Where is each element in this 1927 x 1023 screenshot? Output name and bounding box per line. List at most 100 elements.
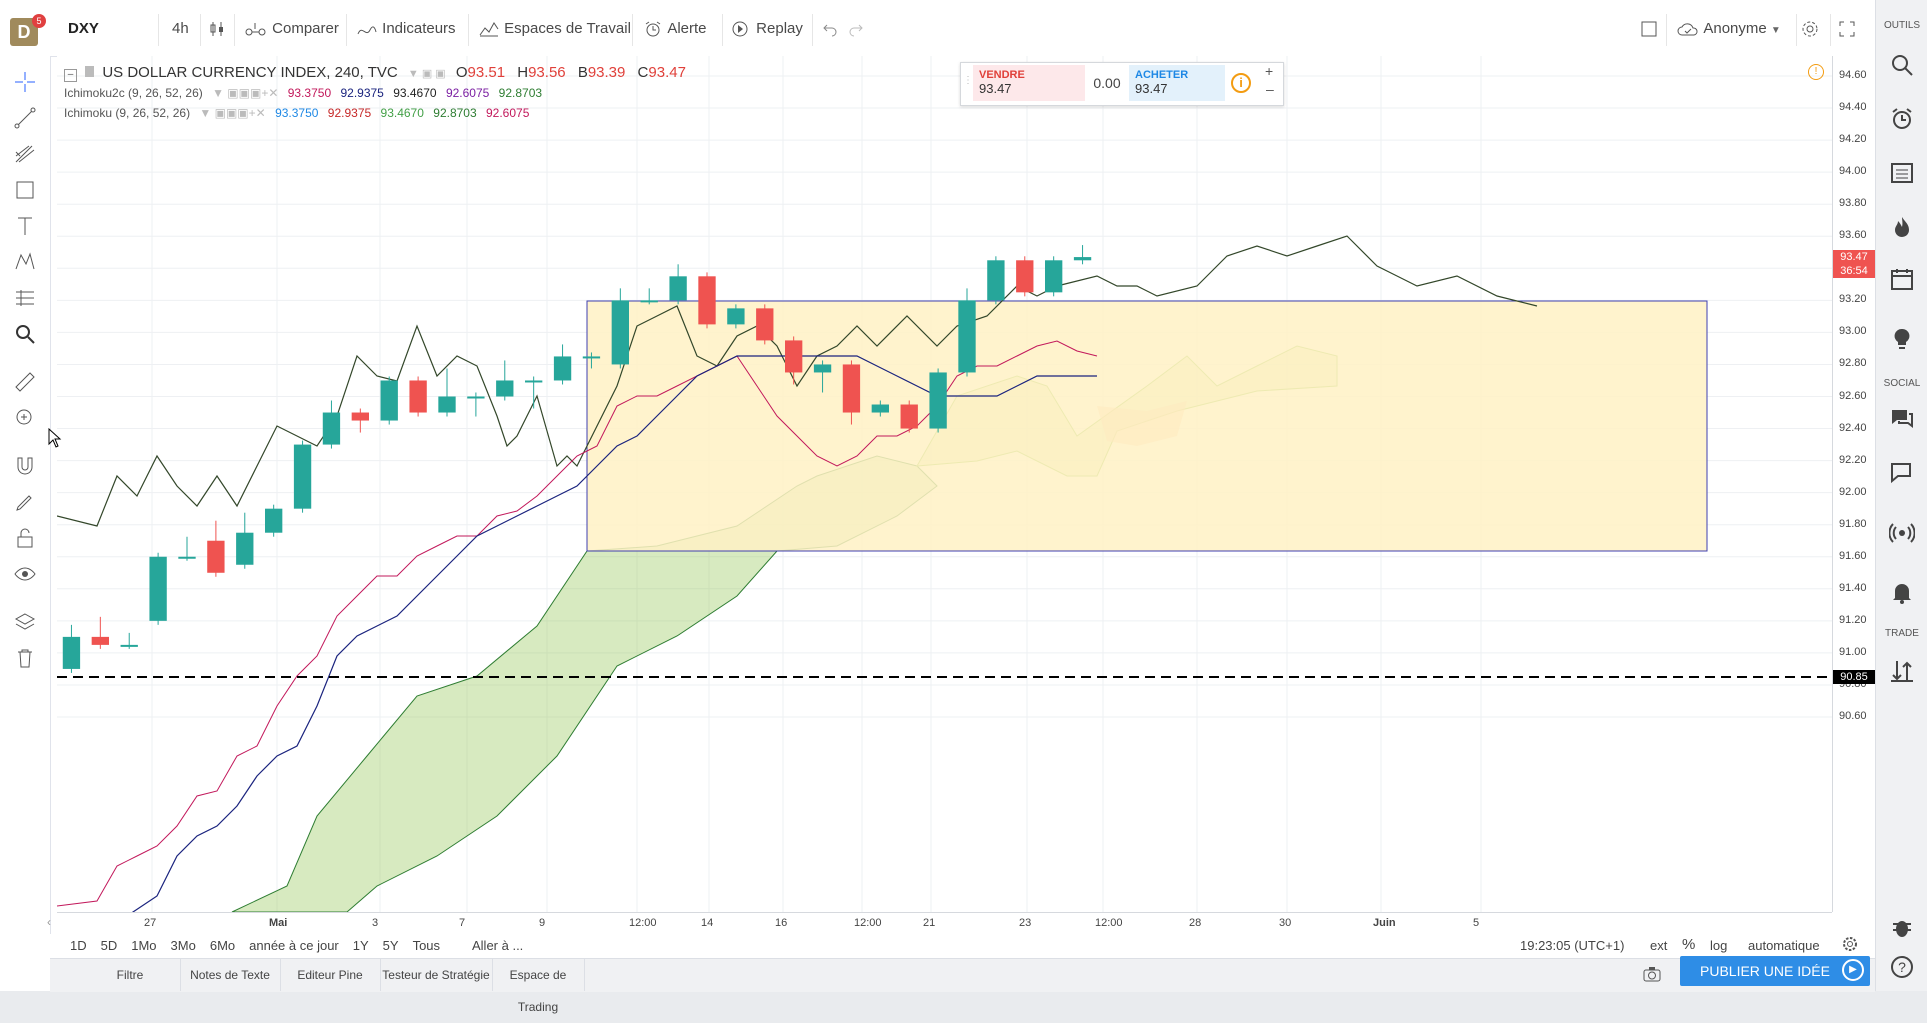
rectangle-tool[interactable] (13, 178, 37, 202)
magnet-tool[interactable] (13, 454, 37, 478)
chart-style-button[interactable] (208, 16, 226, 42)
fullscreen-button[interactable] (1838, 16, 1856, 42)
compare-icon (245, 23, 266, 36)
redo-button[interactable] (848, 16, 864, 42)
prediction-tool[interactable] (13, 286, 37, 310)
ext-toggle[interactable]: ext (1650, 938, 1668, 953)
chart-pane[interactable] (57, 56, 1832, 912)
footer-tab[interactable]: Filtre (80, 959, 181, 991)
scroll-left-icon[interactable]: ‹ (47, 915, 51, 929)
workspaces-button[interactable]: Espaces de Travail (478, 16, 631, 42)
percent-toggle[interactable]: % (1682, 936, 1696, 953)
time-tick-label: 16 (775, 917, 788, 929)
sell-button[interactable]: VENDRE 93.47 (973, 65, 1085, 101)
watchlist-icon[interactable] (1889, 52, 1915, 78)
eye-icon (14, 567, 36, 581)
ideas-lightbulb-icon[interactable] (1889, 326, 1915, 352)
price-tick-label: 93.60 (1839, 229, 1867, 242)
pitchfork-tool[interactable] (13, 142, 37, 166)
indicator-value: 93.3750 (287, 86, 332, 100)
hide-drawings-tool[interactable] (13, 562, 37, 586)
publish-idea-button[interactable]: PUBLIER UNE IDÉE ▶ (1680, 956, 1870, 986)
footer-tab[interactable]: Testeur de Stratégie (380, 959, 493, 991)
footer-tab[interactable]: Espace de Trading (492, 959, 585, 1014)
range-button[interactable]: 1D (70, 938, 87, 953)
price-chart[interactable] (57, 56, 1832, 912)
range-button[interactable]: 1Mo (131, 938, 157, 953)
drawn-rectangle[interactable] (586, 300, 1708, 552)
data-window-icon[interactable] (1889, 160, 1915, 186)
footer-tab[interactable]: Notes de Texte (180, 959, 281, 991)
indicator-legend-1[interactable]: Ichimoku2c (9, 26, 52, 26) ▼ ▣▣▣+✕ 93.37… (64, 86, 542, 100)
calendar-icon[interactable] (1889, 266, 1915, 292)
time-tick-label: 14 (701, 917, 714, 929)
camera-icon[interactable] (1642, 965, 1662, 986)
symbol-search[interactable]: DXY (68, 20, 99, 37)
pattern-tool[interactable] (13, 250, 37, 274)
bug-report-icon[interactable] (1889, 914, 1915, 940)
auto-toggle[interactable]: automatique (1748, 938, 1820, 953)
legend-controls[interactable]: ▼ ▣ ▣ (407, 68, 446, 80)
user-menu[interactable]: Anonyme ▼ (1676, 16, 1781, 42)
zoom-in-tool[interactable] (13, 406, 37, 430)
trade-section-label: TRADE (1885, 628, 1919, 639)
compare-button[interactable]: Comparer (244, 16, 339, 42)
alerts-icon[interactable] (1889, 106, 1915, 132)
range-button[interactable]: 6Mo (209, 938, 236, 953)
object-tree-tool[interactable] (13, 610, 37, 634)
hotlist-fire-icon[interactable] (1889, 214, 1915, 240)
warning-icon[interactable]: ! (1808, 64, 1824, 80)
indicators-button[interactable]: Indicateurs (356, 16, 456, 42)
info-icon[interactable]: i (1231, 73, 1251, 93)
stay-drawing-tool[interactable] (13, 490, 37, 514)
indicator-controls[interactable]: ▼ ▣▣▣+✕ (199, 106, 266, 120)
measure-tool[interactable] (13, 370, 37, 394)
chat-icon[interactable] (1889, 406, 1915, 432)
streams-icon[interactable] (1888, 520, 1916, 546)
replay-label: Replay (756, 20, 803, 37)
chikou-span-line (57, 235, 1538, 527)
range-button[interactable]: Tous (412, 938, 441, 953)
trendline-tool[interactable] (13, 106, 37, 130)
time-axis[interactable]: ‹ 27 Mai 3 7 9 12:00 14 16 12:00 21 23 12:00 28 30 Jui… (47, 912, 1832, 935)
help-icon[interactable]: ? (1889, 954, 1915, 980)
range-button[interactable]: année à ce jour (249, 938, 339, 953)
text-tool[interactable] (13, 214, 37, 238)
range-button[interactable]: 1Y (352, 938, 369, 953)
axis-settings-button[interactable] (1842, 936, 1858, 955)
settings-button[interactable] (1800, 16, 1820, 42)
candle-body (467, 396, 485, 399)
replay-button[interactable]: Replay (730, 16, 803, 42)
indicator-name: Ichimoku (9, 26, 52, 26) (64, 106, 191, 120)
workspaces-icon (479, 22, 499, 37)
alert-button[interactable]: Alerte (642, 16, 707, 42)
messages-icon[interactable] (1889, 460, 1915, 486)
crosshair-tool[interactable] (13, 70, 37, 94)
right-sidebar: OUTILS SOCIAL TRADE ? (1875, 0, 1927, 991)
remove-drawings-tool[interactable] (13, 646, 37, 670)
lock-drawings-tool[interactable] (13, 526, 37, 550)
buy-button[interactable]: ACHETER 93.47 (1129, 65, 1225, 101)
goto-button[interactable]: Aller à ... (472, 938, 524, 953)
range-button[interactable]: 5Y (382, 938, 399, 953)
price-axis[interactable]: 94.6094.4094.2094.0093.8093.6093.4093.20… (1832, 56, 1876, 912)
trading-panel-icon[interactable] (1889, 658, 1915, 684)
notifications-bell-icon[interactable] (1889, 580, 1915, 606)
minus-icon[interactable]: – (1266, 81, 1274, 97)
collapse-icon[interactable]: – (64, 69, 77, 82)
indicator-legend-2[interactable]: Ichimoku (9, 26, 52, 26) ▼ ▣▣▣+✕ 93.3750… (64, 106, 529, 120)
indicator-controls[interactable]: ▼ ▣▣▣+✕ (212, 86, 279, 100)
zoom-search-tool[interactable] (13, 322, 37, 346)
range-button[interactable]: 3Mo (170, 938, 196, 953)
divider (722, 14, 723, 46)
plus-icon[interactable]: + (1265, 63, 1274, 79)
close-label: C (637, 64, 649, 81)
interval-button[interactable]: 4h (172, 20, 189, 37)
range-button[interactable]: 5D (100, 938, 118, 953)
flag-icon[interactable] (85, 66, 95, 77)
undo-button[interactable] (822, 16, 838, 42)
footer-tab[interactable]: Editeur Pine (280, 959, 381, 991)
candle-body (525, 380, 543, 383)
log-toggle[interactable]: log (1710, 938, 1728, 953)
layout-button[interactable] (1640, 16, 1658, 42)
